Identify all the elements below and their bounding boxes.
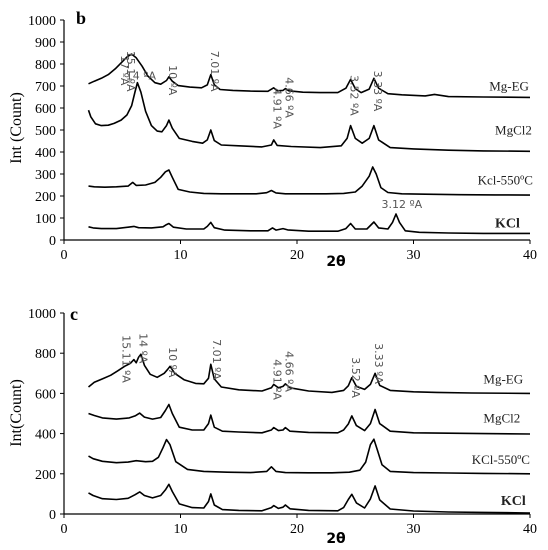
- x-tick-label-c: 30: [407, 522, 421, 537]
- y-tick-label-b: 100: [35, 212, 56, 227]
- x-tick-label-c: 0: [61, 522, 68, 537]
- peak-annotation-c: 3.52 ºA: [349, 357, 362, 398]
- series-line-c-kcl-550-c: [88, 438, 531, 475]
- y-axis-title-c: Int(Count): [8, 379, 25, 447]
- peak-annotation-c: 14 ºA: [137, 333, 150, 364]
- y-tick-label-c: 600: [35, 387, 56, 402]
- peak-annotation-c: 15.11 ºA: [119, 335, 132, 383]
- x-tick-label-b: 10: [174, 248, 188, 263]
- y-tick-label-c: 800: [35, 347, 56, 362]
- chart-panel-c: c Int(Count) 2θ 0 200 400 600 800 1000 0 10 20 30…: [8, 304, 537, 547]
- series-line-b-kcl: [88, 213, 530, 235]
- peak-annotation-c: 4.91 ºA: [271, 359, 284, 400]
- panel-letter-b: b: [76, 8, 86, 28]
- y-tick-label-c: 400: [35, 428, 56, 443]
- panel-letter-c: c: [70, 304, 78, 324]
- series-line-c-mg-eg: [87, 353, 531, 395]
- y-tick-label-c: 200: [35, 468, 56, 483]
- peak-annotation-c: 10 ºA: [166, 347, 179, 378]
- series-label-b: Kcl-550ºC: [478, 173, 533, 188]
- series-label-b: MgCl2: [495, 122, 532, 137]
- y-tick-label-b: 400: [35, 146, 56, 161]
- series-label-c: KCl-550ºC: [472, 452, 530, 467]
- series-label-c: KCl: [501, 494, 526, 509]
- y-tick-label-b: 300: [35, 168, 56, 183]
- peak-annotation-b: 14 ºA: [126, 69, 157, 82]
- x-axis-title-c: 2θ: [326, 531, 346, 547]
- peak-annotation-c: 7.01 ºA: [210, 339, 223, 380]
- peak-annotation-b: 4.66 ºA: [282, 77, 295, 118]
- series-line-b-mg-eg: [88, 53, 531, 99]
- series-label-b: Mg-EG: [489, 78, 529, 93]
- x-tick-label-c: 20: [290, 522, 304, 537]
- y-tick-label-b: 600: [35, 102, 56, 117]
- chart-panel-b: b Int (Count) 2θ 01002003004005006007008…: [8, 8, 537, 270]
- y-tick-label-b: 900: [35, 36, 56, 51]
- y-tick-label-b: 1000: [28, 14, 56, 29]
- peak-annotation-b: 3.52 ºA: [348, 75, 361, 116]
- y-tick-label-c: 1000: [28, 307, 56, 322]
- y-tick-label-b: 200: [35, 190, 56, 205]
- peak-annotation-c: 4.66 ºA: [282, 351, 295, 392]
- x-tick-label-b: 0: [61, 248, 68, 263]
- peak-annotation-b: 10 ºA: [166, 65, 179, 96]
- y-tick-label-b: 0: [49, 234, 56, 249]
- series-line-b-kcl-550-c: [88, 166, 531, 196]
- x-tick-label-c: 40: [523, 522, 537, 537]
- series-line-c-mgcl2: [88, 403, 531, 435]
- peak-annotation-b: 15.1 ºA: [124, 51, 137, 92]
- peak-annotation-c: 3.33 ºA: [372, 343, 385, 384]
- y-axis-title-b: Int (Count): [8, 92, 25, 164]
- peak-annotation-b: 4.91 ºA: [271, 88, 284, 129]
- peak-annotation-b: 3.33 ºA: [371, 71, 384, 112]
- series-line-c-kcl: [88, 483, 531, 514]
- series-label-c: MgCl2: [483, 411, 520, 426]
- x-tick-label-c: 10: [174, 522, 188, 537]
- x-tick-label-b: 30: [407, 248, 421, 263]
- y-tick-label-b: 700: [35, 80, 56, 95]
- peak-annotation-b: 3.12 ºA: [381, 198, 422, 211]
- series-label-c: Mg-EG: [483, 371, 523, 386]
- y-tick-label-b: 800: [35, 58, 56, 73]
- y-tick-label-c: 0: [49, 508, 56, 523]
- peak-annotation-b: 7.01 ºA: [208, 51, 221, 92]
- series-line-b-mgcl2: [87, 81, 531, 153]
- peak-annotation-b: 17 ºA: [118, 55, 131, 86]
- x-axis-title-b: 2θ: [326, 254, 346, 270]
- y-tick-label-b: 500: [35, 124, 56, 139]
- x-tick-label-b: 20: [290, 248, 304, 263]
- series-label-b: KCl: [495, 216, 520, 231]
- x-tick-label-b: 40: [523, 248, 537, 263]
